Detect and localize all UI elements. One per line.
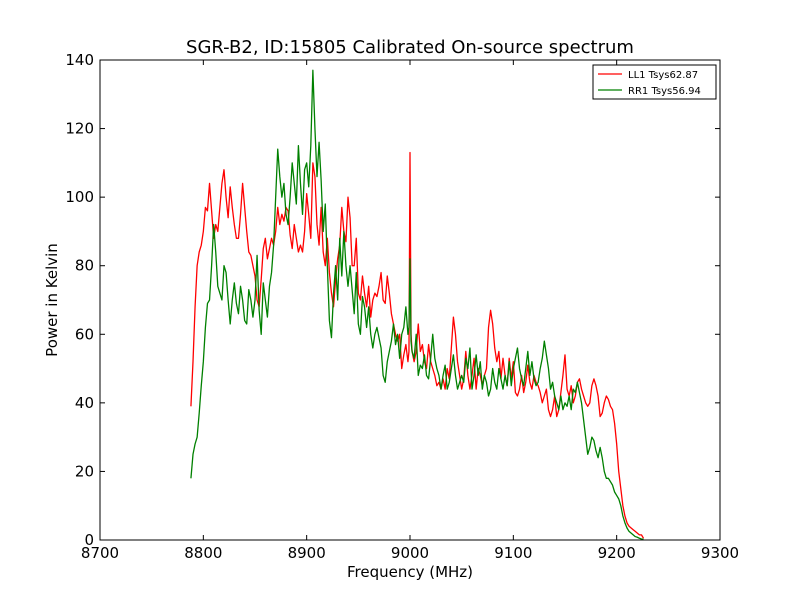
y-tick-label: 100	[65, 188, 94, 206]
x-axis-label: Frequency (MHz)	[347, 563, 473, 581]
tick-layer: 8700 8800 8900 9000 9100 9200 9300 0 20 40 60 80 100…	[65, 51, 739, 562]
legend-box	[592, 64, 717, 100]
x-tick-label: 9200	[598, 544, 636, 562]
legend-label-ll1: LL1 Tsys62.87	[628, 70, 698, 81]
y-tick-label: 40	[75, 394, 94, 412]
x-tick-label: 8800	[184, 544, 222, 562]
y-tick-label: 60	[75, 325, 94, 343]
y-axis-label: Power in Kelvin	[43, 243, 61, 357]
legend-label-rr1: RR1 Tsys56.94	[628, 86, 701, 97]
series-layer	[190, 69, 645, 540]
y-tick-label: 0	[84, 531, 94, 549]
x-tick-label: 8700	[81, 544, 119, 562]
x-tick-label: 9000	[391, 544, 429, 562]
y-tick-label: 80	[75, 257, 94, 275]
series-line-0	[190, 151, 645, 539]
x-tick-label: 8900	[288, 544, 326, 562]
legend: LL1 Tsys62.87 RR1 Tsys56.94	[592, 64, 717, 100]
series-line-1	[190, 69, 644, 540]
x-tick-label: 9100	[494, 544, 532, 562]
y-tick-label: 140	[65, 51, 94, 69]
y-tick-label: 20	[75, 462, 94, 480]
chart-title: SGR-B2, ID:15805 Calibrated On-source sp…	[186, 37, 634, 58]
x-tick-label: 9300	[701, 544, 739, 562]
y-tick-label: 120	[65, 120, 94, 138]
